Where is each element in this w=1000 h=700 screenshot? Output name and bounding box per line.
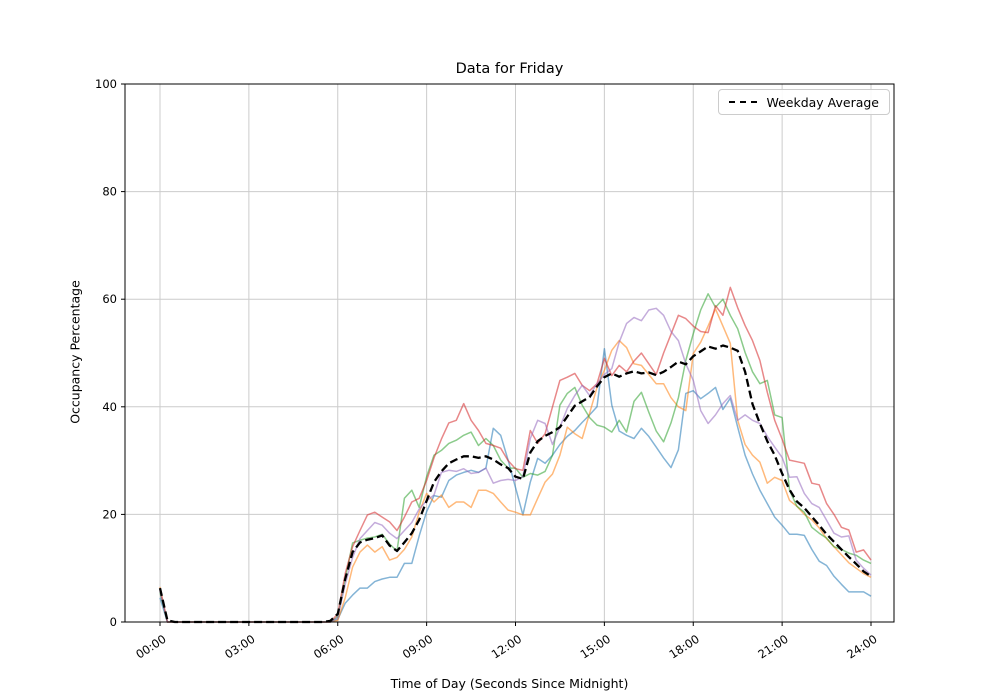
legend: Weekday Average — [718, 89, 890, 115]
x-tick-label: 12:00 — [489, 632, 524, 662]
x-tick-label: 09:00 — [400, 632, 435, 662]
y-tick-label: 40 — [102, 400, 117, 414]
x-tick-label: 00:00 — [133, 632, 168, 662]
x-tick-label: 15:00 — [578, 632, 613, 662]
y-tick-label: 80 — [102, 185, 117, 199]
x-tick-label: 03:00 — [222, 632, 257, 662]
x-tick-label: 21:00 — [755, 632, 790, 662]
y-tick-label: 60 — [102, 292, 117, 306]
y-axis-label: Occupancy Percentage — [67, 280, 83, 424]
chart-title: Data for Friday — [455, 61, 564, 77]
x-tick-label: 06:00 — [311, 632, 346, 662]
x-axis-label: Time of Day (Seconds Since Midnight) — [390, 676, 629, 691]
y-tick-label: 100 — [95, 77, 117, 91]
y-tick-label: 0 — [110, 615, 117, 629]
legend-label: Weekday Average — [766, 94, 879, 110]
dashed-line-swatch — [729, 101, 758, 103]
x-tick-label: 18:00 — [666, 632, 701, 662]
x-tick-label: 24:00 — [844, 632, 879, 662]
y-tick-label: 20 — [102, 507, 117, 521]
